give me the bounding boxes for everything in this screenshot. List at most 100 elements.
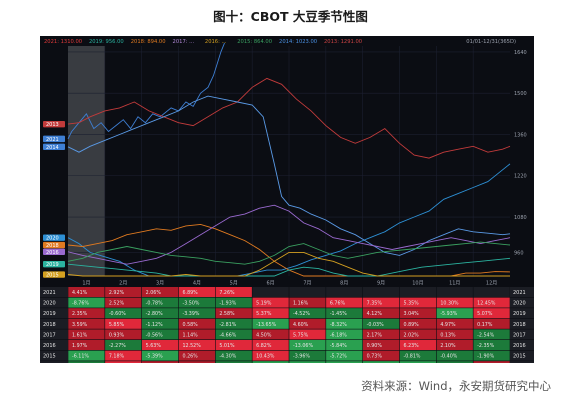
table-cell — [399, 329, 437, 340]
table-cell-value: -5.93% — [440, 311, 457, 317]
table-cell-value: -5.84% — [330, 343, 347, 349]
table-cell-value: -3.50% — [183, 301, 200, 307]
table-cell — [141, 287, 179, 297]
table-cell-value: 4.50% — [256, 332, 272, 338]
series-label-2018: 2018 — [46, 243, 59, 249]
table-cell-value: 0.17% — [477, 322, 493, 328]
series-label-box — [43, 271, 65, 278]
table-cell-value: 5.35% — [404, 301, 420, 307]
table-cell-value: 2.10% — [440, 343, 456, 349]
table-cell-value: 0.73% — [367, 354, 383, 360]
table-cell — [141, 340, 179, 350]
table-cell — [252, 297, 289, 308]
table-cell-value: -5.72% — [330, 354, 347, 360]
table-cell — [289, 350, 326, 361]
table-cell-value: -0.78% — [146, 301, 163, 307]
table-cell — [105, 340, 142, 350]
table-cell — [178, 340, 216, 350]
table-cell-value: 12.52% — [183, 343, 202, 349]
x-tick-label: 12月 — [486, 281, 497, 287]
table-cell-value: -2.81% — [219, 322, 236, 328]
table-cell-value: 5.85% — [109, 322, 125, 328]
table-cell-value: -6.11% — [72, 354, 89, 360]
table-cell-value: 1.14% — [183, 332, 199, 338]
table-cell — [436, 308, 473, 319]
table-cell-value: 5.19% — [256, 301, 272, 307]
table-year-cell-right — [510, 297, 534, 308]
table-cell-value: -1.12% — [146, 322, 163, 328]
y-axis-ticks: 960 1080 1220 1360 1500 1640 — [514, 50, 527, 257]
table-cell — [252, 340, 289, 350]
table-year-cell — [40, 350, 68, 361]
table-cell-value: 6.76% — [330, 301, 346, 307]
table-year-label-right: 2016 — [513, 343, 526, 349]
table-cell — [399, 350, 437, 361]
table-cell-value: 5.07% — [477, 311, 493, 317]
table-cell — [141, 318, 179, 329]
x-tick-label: 11月 — [449, 281, 460, 287]
table-cell-value: 4.41% — [72, 290, 88, 296]
highlight-band — [68, 46, 105, 276]
table-year-label: 2018 — [43, 322, 56, 328]
table-cell — [399, 308, 437, 319]
table-cell-value: 0.93% — [109, 332, 125, 338]
series-label-2016: 2016 — [46, 250, 59, 256]
table-cell — [68, 318, 105, 329]
series-label-2014: 2014 — [46, 145, 59, 151]
table-cell — [178, 297, 216, 308]
table-cell — [362, 361, 400, 363]
legend-entry: 2016: ... — [205, 39, 227, 45]
table-cell — [436, 318, 473, 329]
table-year-label-right: 2021 — [513, 290, 526, 296]
table-cell-value: -6.18% — [330, 332, 347, 338]
table-cell — [215, 340, 252, 350]
grid-layer — [68, 46, 510, 276]
series-label-2013: 2013 — [46, 122, 59, 128]
table-cell — [215, 308, 252, 319]
table-cell — [326, 350, 363, 361]
table-cell — [215, 361, 252, 363]
table-cell — [289, 329, 326, 340]
table-cell-value: -0.40% — [440, 354, 457, 360]
table-cell-value: -2.35% — [477, 343, 494, 349]
table-cell — [178, 318, 216, 329]
y-tick-label: 1080 — [514, 215, 527, 221]
table-year-label: 2016 — [43, 343, 56, 349]
table-cell — [289, 308, 326, 319]
table-cell — [473, 318, 510, 329]
table-year-label: 2015 — [43, 354, 56, 360]
table-cell-value: -1.45% — [330, 311, 347, 317]
table-year-label-right: 2020 — [513, 301, 526, 307]
table-cell — [178, 361, 216, 363]
source-note: 资料来源：Wind，永安期货研究中心 — [361, 379, 551, 393]
table-year-label-right: 2019 — [513, 311, 526, 317]
table-cell-value: -13.06% — [293, 343, 313, 349]
table-cell-value: 0.89% — [404, 322, 420, 328]
table-cell-value: -4.52% — [293, 311, 310, 317]
table-cell-value: -0.60% — [109, 311, 126, 317]
x-tick-label: 10月 — [412, 281, 423, 287]
table-year-cell-right — [510, 350, 534, 361]
table-cell — [68, 340, 105, 350]
table-cell — [399, 318, 437, 329]
table-year-label: 2020 — [43, 301, 56, 307]
table-cell-value: -5.39% — [146, 354, 163, 360]
series-line-2013 — [67, 77, 511, 159]
table-cell — [436, 350, 473, 361]
table-cell — [326, 318, 363, 329]
table-year-cell-right — [510, 340, 534, 350]
table-cell-value: -3.39% — [183, 311, 200, 317]
table-cell — [178, 350, 216, 361]
table-cell-value: 12.45% — [477, 301, 496, 307]
table-cell-value: 7.18% — [109, 354, 125, 360]
table-cell-value: 6.23% — [404, 343, 420, 349]
table-year-cell — [40, 329, 68, 340]
table-cell-value: 2.17% — [367, 332, 383, 338]
series-line-2019 — [67, 257, 511, 277]
series-line-2017 — [67, 241, 511, 265]
x-tick-label: 3月 — [156, 281, 164, 287]
table-cell — [326, 297, 363, 308]
y-tick-label: 1220 — [514, 174, 527, 180]
x-tick-label: 2月 — [119, 281, 127, 287]
